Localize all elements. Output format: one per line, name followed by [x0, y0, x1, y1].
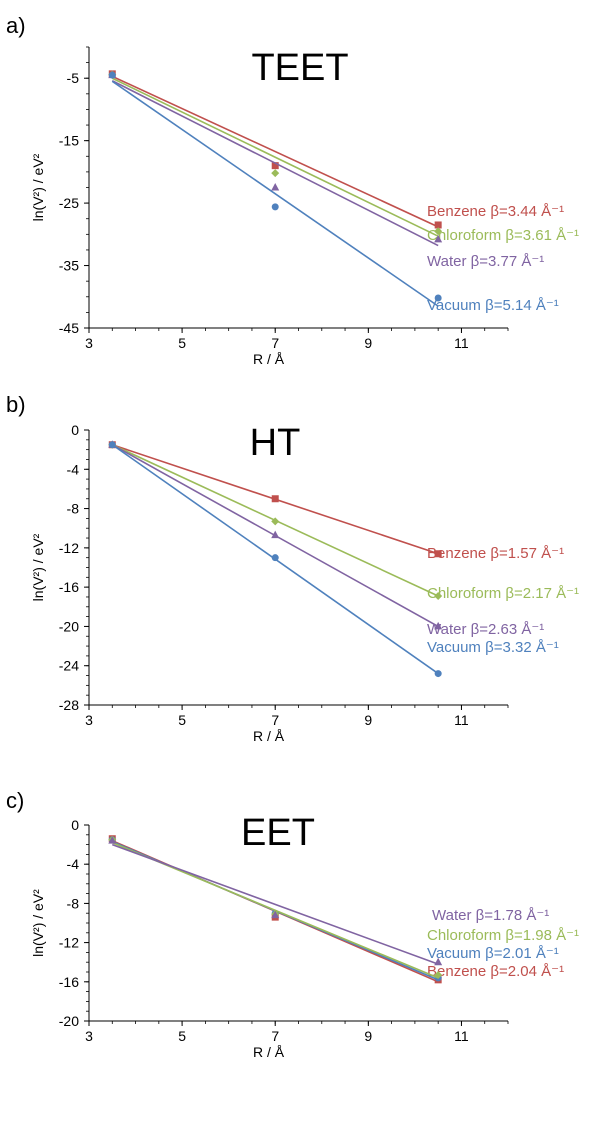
data-point — [434, 670, 442, 678]
y-axis-label: ln(V²) / eV² — [30, 889, 46, 957]
series-water: Water β=2.63 Å⁻¹ — [108, 440, 544, 638]
chart-panel-eet: c) 0 -4 -8 -12 -16 -20 3 5 7 9 11 R / Å ln(V²) / eV² E… — [6, 788, 579, 1060]
series-label: Chloroform β=3.61 Å⁻¹ — [427, 227, 579, 244]
y-axis-label: ln(V²) / eV² — [30, 153, 46, 221]
y-tick-label: -12 — [59, 540, 79, 556]
data-point — [271, 910, 280, 919]
y-tick-label: -25 — [59, 195, 79, 211]
data-point — [434, 970, 443, 979]
series-vacuum: Vacuum β=3.32 Å⁻¹ — [108, 441, 559, 678]
chart-panel-ht: b) 0 -4 -8 -12 -16 -20 -24 -28 3 5 7 9 11 R / Å ln(V²) … — [6, 392, 579, 744]
y-tick-label: -16 — [59, 974, 79, 990]
series-chloroform: Chloroform β=1.98 Å⁻¹ — [108, 835, 579, 979]
data-point — [271, 183, 280, 191]
x-tick-label: 9 — [364, 335, 372, 351]
x-tick-label: 5 — [178, 1028, 186, 1044]
y-tick-label: -16 — [59, 579, 79, 595]
panel-label: b) — [6, 392, 26, 417]
data-point — [434, 957, 443, 966]
y-tick-label: -45 — [59, 320, 79, 336]
fit-line — [111, 80, 439, 247]
data-point — [108, 836, 117, 844]
panel-label: a) — [6, 13, 26, 38]
y-tick-label: -12 — [59, 935, 79, 951]
chart-title: TEET — [251, 47, 348, 89]
y-tick-label: -20 — [59, 1013, 79, 1029]
x-tick-label: 5 — [178, 335, 186, 351]
series-label: Water β=1.78 Å⁻¹ — [432, 907, 549, 924]
x-tick-label: 11 — [454, 1028, 469, 1044]
data-point — [271, 495, 279, 503]
series-label: Water β=3.77 Å⁻¹ — [427, 253, 544, 270]
panel-label: c) — [6, 788, 24, 813]
y-tick-label: 0 — [71, 817, 79, 833]
x-tick-label: 9 — [364, 1028, 372, 1044]
chart-title: HT — [250, 422, 301, 464]
y-axis-label: ln(V²) / eV² — [30, 533, 46, 601]
series-label: Benzene β=2.04 Å⁻¹ — [427, 963, 564, 980]
data-point — [434, 550, 442, 558]
y-tick-label: -8 — [67, 895, 80, 911]
x-tick-label: 7 — [271, 335, 279, 351]
data-point — [271, 517, 280, 526]
data-point — [434, 591, 443, 600]
data-point — [271, 554, 279, 562]
data-point — [271, 169, 280, 178]
series-label: Benzene β=1.57 Å⁻¹ — [427, 545, 564, 562]
x-tick-label: 3 — [85, 712, 93, 728]
series-label: Water β=2.63 Å⁻¹ — [427, 621, 544, 638]
y-tick-label: -15 — [59, 133, 79, 149]
data-point — [108, 71, 116, 79]
data-point — [434, 221, 442, 229]
x-tick-label: 3 — [85, 335, 93, 351]
x-tick-label: 3 — [85, 1028, 93, 1044]
fit-line — [111, 80, 439, 307]
x-tick-label: 11 — [454, 712, 469, 728]
series-label: Vacuum β=3.32 Å⁻¹ — [427, 639, 559, 656]
data-point — [434, 234, 443, 243]
series-label: Chloroform β=2.17 Å⁻¹ — [427, 585, 579, 602]
fit-line — [112, 843, 439, 965]
y-tick-label: -24 — [59, 658, 79, 674]
data-point — [271, 203, 279, 211]
y-tick-label: -4 — [67, 461, 80, 477]
y-tick-label: -20 — [59, 618, 79, 634]
data-point — [271, 530, 280, 539]
chart-title: EET — [241, 812, 315, 854]
y-tick-label: 0 — [71, 422, 79, 438]
x-axis-label: R / Å — [253, 351, 285, 367]
series-water: Water β=3.77 Å⁻¹ — [108, 70, 544, 270]
series-vacuum: Vacuum β=5.14 Å⁻¹ — [108, 71, 559, 314]
x-tick-label: 7 — [271, 1028, 279, 1044]
series-label: Vacuum β=5.14 Å⁻¹ — [427, 297, 559, 314]
x-axis-label: R / Å — [253, 728, 285, 744]
series-label: Vacuum β=2.01 Å⁻¹ — [427, 945, 559, 962]
data-point — [434, 294, 442, 302]
fit-line — [111, 75, 439, 228]
series-benzene: Benzene β=1.57 Å⁻¹ — [108, 441, 564, 562]
y-tick-label: -5 — [67, 70, 80, 86]
y-tick-label: -8 — [67, 501, 80, 517]
series-label: Chloroform β=1.98 Å⁻¹ — [427, 927, 579, 944]
y-tick-label: -4 — [67, 856, 80, 872]
x-tick-label: 11 — [454, 335, 469, 351]
series-label: Benzene β=3.44 Å⁻¹ — [427, 203, 564, 220]
series-chloroform: Chloroform β=2.17 Å⁻¹ — [108, 440, 579, 602]
y-tick-label: -28 — [59, 697, 79, 713]
data-point — [108, 441, 116, 449]
series-benzene: Benzene β=3.44 Å⁻¹ — [108, 70, 564, 229]
x-tick-label: 7 — [271, 712, 279, 728]
data-point — [271, 162, 279, 170]
x-tick-label: 9 — [364, 712, 372, 728]
data-point — [434, 227, 443, 236]
series-water: Water β=1.78 Å⁻¹ — [108, 836, 549, 966]
fit-line — [111, 77, 439, 237]
chart-panel-teet: a) -5 -15 -25 -35 -45 3 5 7 9 11 R / Å ln(V²) / eV² T… — [6, 13, 579, 367]
x-tick-label: 5 — [178, 712, 186, 728]
x-axis-label: R / Å — [253, 1044, 285, 1060]
data-point — [434, 621, 443, 630]
series-chloroform: Chloroform β=3.61 Å⁻¹ — [108, 70, 579, 244]
y-tick-label: -35 — [59, 258, 79, 274]
